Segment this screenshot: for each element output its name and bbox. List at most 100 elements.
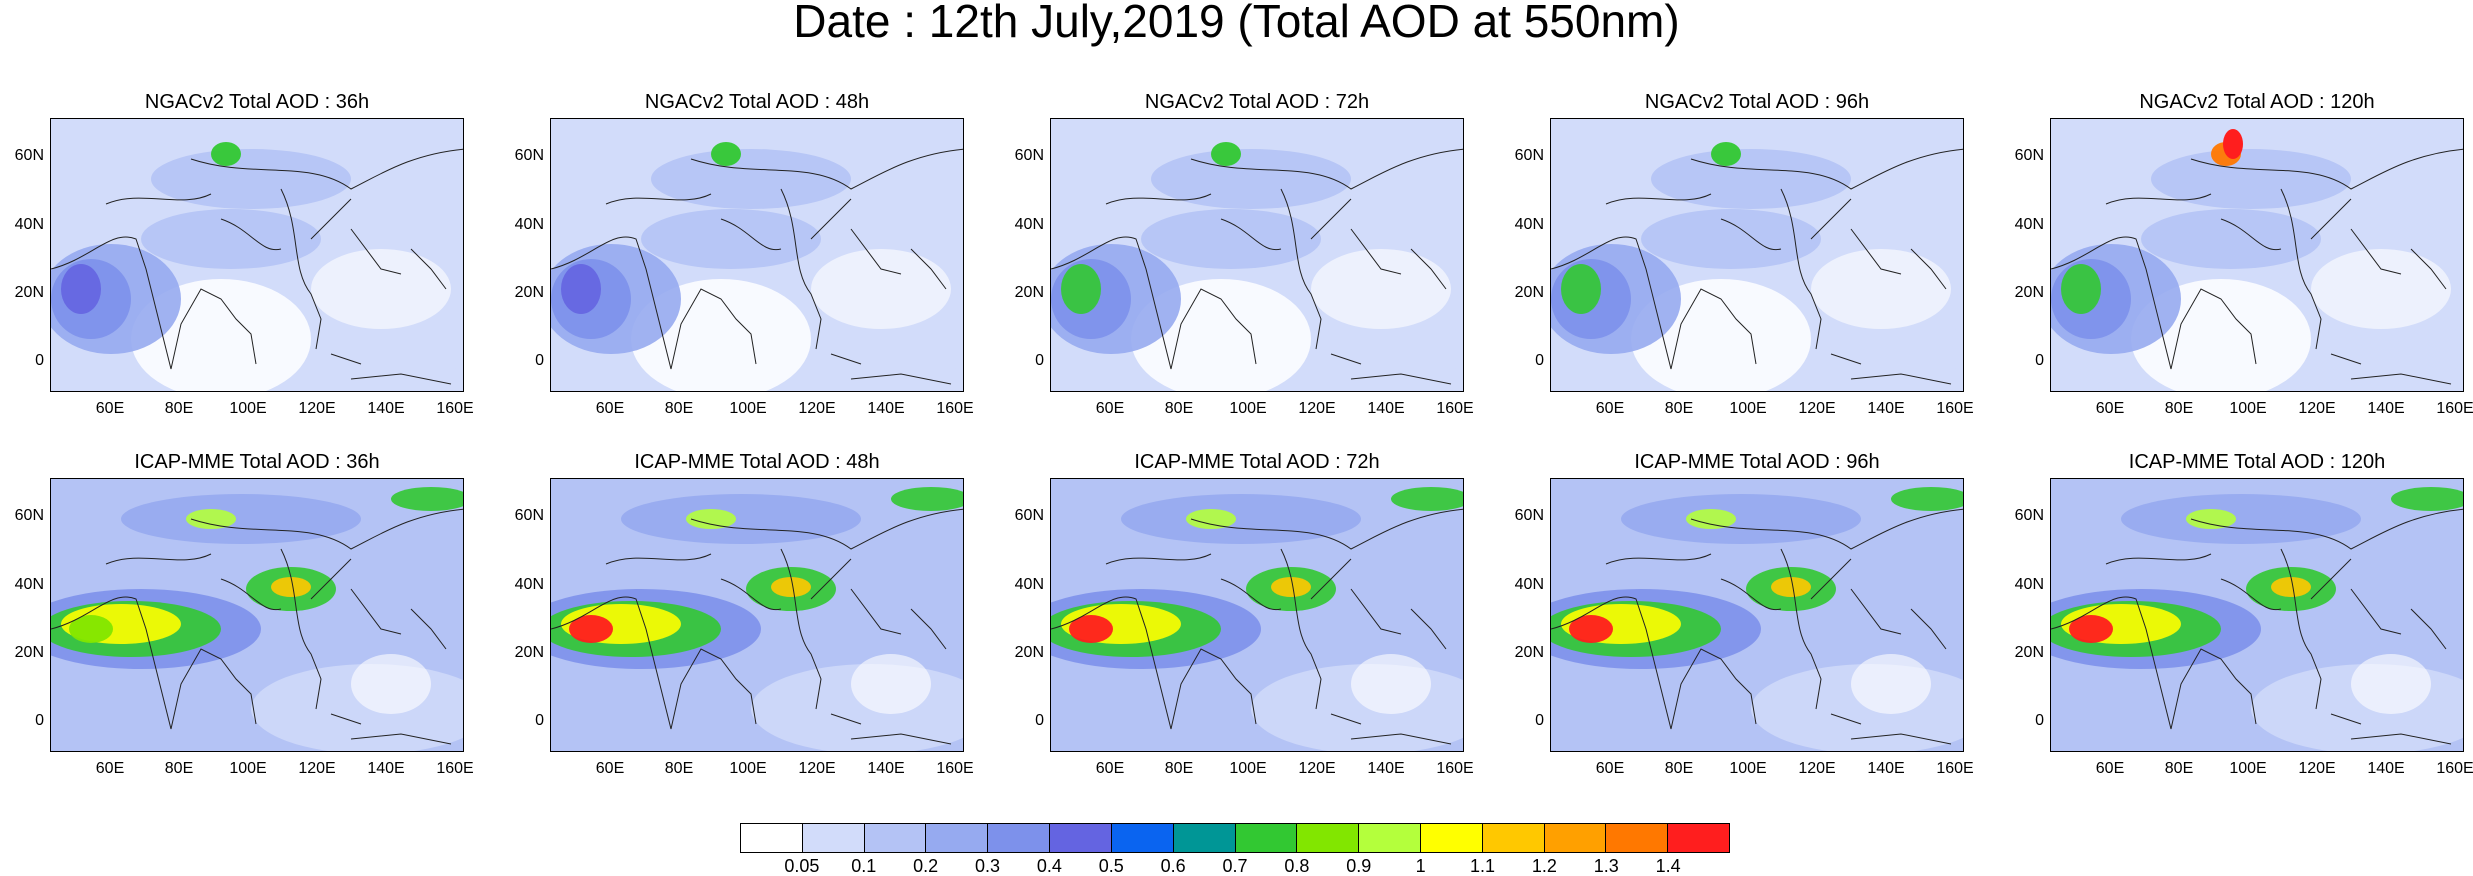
colorbar-tick-label: 0.7	[1222, 856, 1248, 876]
aod-field	[51, 479, 463, 751]
colorbar-tick-label: 0.6	[1160, 856, 1186, 876]
lon-tick-label: 140E	[867, 400, 905, 417]
aod-map	[1050, 118, 1464, 392]
lon-tick-label: 60E	[1095, 400, 1125, 417]
lat-tick-label: 40N	[14, 576, 44, 593]
lon-tick-label: 60E	[1595, 400, 1625, 417]
lat-tick-label: 20N	[1014, 644, 1044, 661]
lat-tick-label: 20N	[2014, 644, 2044, 661]
aod-field	[551, 479, 963, 751]
lon-tick-label: 140E	[1367, 760, 1405, 777]
colorbar-swatch	[988, 824, 1051, 852]
lon-tick-label: 60E	[2095, 400, 2125, 417]
panel-title: ICAP-MME Total AOD : 48h	[634, 451, 880, 473]
lat-tick-label: 40N	[2014, 576, 2044, 593]
lon-tick-label: 80E	[164, 400, 194, 417]
lon-tick-label: 60E	[1595, 760, 1625, 777]
lon-tick-label: 140E	[1867, 760, 1905, 777]
lat-tick-label: 20N	[1514, 284, 1544, 301]
aod-map	[1050, 478, 1464, 752]
lat-tick-label: 0	[1035, 712, 1044, 729]
colorbar-swatch	[926, 824, 989, 852]
colorbar-swatch	[1297, 824, 1360, 852]
coastline	[1051, 148, 1463, 385]
lon-tick-label: 160E	[2436, 760, 2473, 777]
lat-tick-label: 60N	[514, 507, 544, 524]
lon-tick-label: 80E	[1664, 760, 1694, 777]
lat-tick-label: 40N	[1014, 216, 1044, 233]
lon-tick-label: 160E	[2436, 400, 2473, 417]
lat-tick-label: 40N	[514, 576, 544, 593]
colorbar-swatch	[1544, 824, 1607, 852]
colorbar-swatch	[1359, 824, 1421, 852]
lon-tick-label: 140E	[867, 760, 905, 777]
lon-tick-label: 60E	[95, 760, 125, 777]
panel-title: ICAP-MME Total AOD : 120h	[2128, 451, 2386, 473]
coastline	[51, 148, 463, 385]
lat-tick-label: 40N	[1514, 576, 1544, 593]
aod-map	[50, 118, 464, 392]
colorbar-swatch	[1235, 824, 1298, 852]
lon-tick-label: 160E	[436, 400, 474, 417]
lat-tick-label: 0	[2035, 352, 2044, 369]
lon-tick-label: 60E	[595, 400, 625, 417]
lon-tick-label: 120E	[798, 400, 836, 417]
lon-tick-label: 120E	[2298, 400, 2336, 417]
aod-map	[1550, 118, 1964, 392]
aod-map	[50, 478, 464, 752]
lon-tick-label: 140E	[367, 400, 405, 417]
colorbar	[740, 823, 1730, 853]
aod-field	[2051, 479, 2463, 751]
panel-title: ICAP-MME Total AOD : 96h	[1634, 451, 1880, 473]
lat-tick-label: 60N	[2014, 147, 2044, 164]
lat-tick-label: 60N	[2014, 507, 2044, 524]
lat-tick-label: 0	[1535, 712, 1544, 729]
colorbar-swatch	[864, 824, 927, 852]
figure-title: Date : 12th July,2019 (Total AOD at 550n…	[793, 0, 1680, 47]
colorbar-tick-label: 0.9	[1346, 856, 1372, 876]
aod-field	[1551, 479, 1963, 751]
lon-tick-label: 120E	[1798, 400, 1836, 417]
lat-tick-label: 40N	[14, 216, 44, 233]
lat-tick-label: 0	[1535, 352, 1544, 369]
colorbar-swatch	[1482, 824, 1545, 852]
lat-tick-label: 60N	[1014, 147, 1044, 164]
colorbar-tick-label: 1	[1415, 856, 1426, 876]
aod-field	[1051, 479, 1463, 751]
lon-tick-label: 100E	[1229, 760, 1267, 777]
coastline	[1051, 508, 1463, 745]
lat-tick-label: 0	[2035, 712, 2044, 729]
lat-tick-label: 0	[35, 352, 44, 369]
coastline	[1551, 148, 1963, 385]
colorbar-tick-label: 0.3	[974, 856, 1001, 876]
aod-map	[2050, 478, 2464, 752]
lat-tick-label: 20N	[14, 644, 44, 661]
aod-field	[1051, 119, 1463, 391]
lon-tick-label: 160E	[1436, 400, 1474, 417]
lat-tick-label: 20N	[514, 284, 544, 301]
lon-tick-label: 100E	[2229, 400, 2267, 417]
lon-tick-label: 80E	[664, 400, 694, 417]
lon-tick-label: 80E	[1164, 760, 1194, 777]
aod-field	[2051, 119, 2463, 391]
coastline	[551, 148, 963, 385]
colorbar-tick-label: 0.1	[851, 856, 877, 876]
lat-tick-label: 0	[1035, 352, 1044, 369]
colorbar-tick-label: 1.2	[1531, 856, 1557, 876]
colorbar-tick-label: 1.4	[1655, 856, 1681, 876]
colorbar-swatch	[1606, 824, 1669, 852]
lon-tick-label: 80E	[164, 760, 194, 777]
lon-tick-label: 100E	[229, 760, 267, 777]
lon-tick-label: 120E	[298, 760, 336, 777]
lat-tick-label: 60N	[14, 507, 44, 524]
aod-field	[51, 119, 463, 391]
panel-title: ICAP-MME Total AOD : 72h	[1134, 451, 1380, 473]
lon-tick-label: 80E	[2164, 760, 2194, 777]
lat-tick-label: 60N	[1014, 507, 1044, 524]
lat-tick-label: 40N	[1514, 216, 1544, 233]
lon-tick-label: 60E	[2095, 760, 2125, 777]
colorbar-tick-label: 0.4	[1036, 856, 1062, 876]
coastline	[2051, 508, 2463, 745]
lat-tick-label: 40N	[2014, 216, 2044, 233]
aod-map	[1550, 478, 1964, 752]
